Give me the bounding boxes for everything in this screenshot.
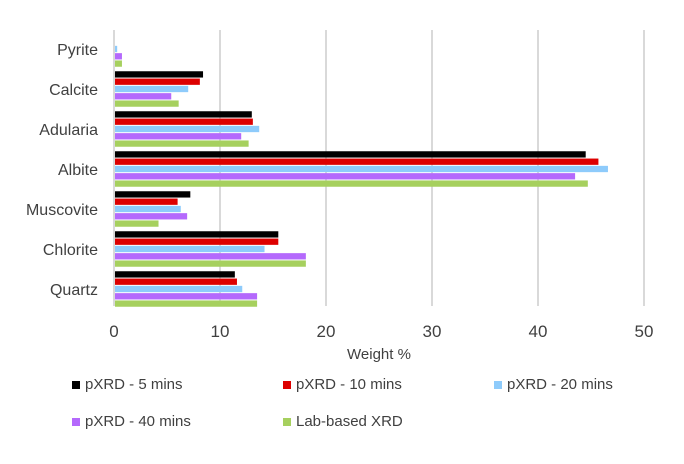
x-tick-label: 10 [211,322,230,341]
bar [115,231,279,238]
category-labels: Pyrite Calcite Adularia Albite Muscovite Chlo… [26,42,98,299]
bar [115,133,242,140]
bar [115,165,608,173]
bar [115,260,306,267]
bar [115,93,172,100]
bar [115,198,178,205]
bar [115,300,258,307]
category-label: Calcite [49,82,98,99]
bar [115,71,204,78]
legend-label: Lab-based XRD [296,413,403,430]
x-tick-labels: 0 10 20 30 40 50 [109,322,653,341]
bar [115,125,260,133]
category-label: Muscovite [26,202,98,219]
legend-swatch [72,418,80,426]
x-tick-label: 30 [423,322,442,341]
bars [115,45,608,307]
bar [115,140,249,147]
bar [115,253,306,260]
legend-swatch [283,381,291,389]
bar [115,191,191,198]
legend-swatch [283,418,291,426]
category-label: Pyrite [57,42,98,59]
category-label: Albite [58,162,98,179]
bar [115,271,235,278]
legend-swatch [494,381,502,389]
bar [115,180,588,187]
x-tick-label: 20 [317,322,336,341]
bar [115,293,258,300]
x-tick-label: 50 [635,322,654,341]
bar [115,60,122,67]
legend-label: pXRD - 20 mins [507,376,613,393]
bar [115,53,122,60]
bar [115,78,200,85]
bar [115,158,599,165]
bar [115,220,159,227]
bar [115,173,576,180]
bar [115,238,279,245]
bar [115,45,118,53]
x-tick-label: 0 [109,322,118,341]
x-axis-title: Weight % [347,346,411,363]
category-label: Adularia [39,122,98,139]
legend: pXRD - 5 mins pXRD - 10 mins pXRD - 20 min… [72,376,613,430]
bar [115,118,253,125]
bar [115,151,586,158]
legend-label: pXRD - 40 mins [85,413,191,430]
x-tick-label: 40 [529,322,548,341]
category-label: Quartz [50,282,98,299]
bar [115,285,243,293]
category-label: Chlorite [43,242,98,259]
bar [115,205,181,213]
bar [115,245,265,253]
bar [115,213,188,220]
legend-label: pXRD - 5 mins [85,376,183,393]
legend-swatch [72,381,80,389]
bar [115,278,237,285]
bar [115,100,179,107]
bar [115,85,189,93]
bar [115,111,252,118]
legend-label: pXRD - 10 mins [296,376,402,393]
